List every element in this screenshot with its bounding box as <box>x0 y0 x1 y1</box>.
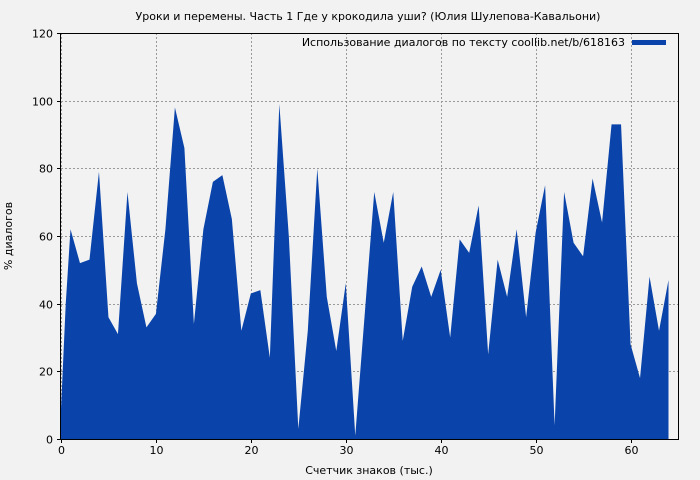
y-tick-label: 0 <box>46 434 53 447</box>
ticks: 0 10 20 30 40 50 60 0 20 40 60 80 100 120 <box>32 28 639 458</box>
series-area <box>61 104 669 440</box>
y-tick-label: 120 <box>32 28 53 41</box>
y-tick-label: 100 <box>32 96 53 109</box>
x-tick-label: 20 <box>245 444 259 457</box>
y-tick-label: 40 <box>39 299 53 312</box>
y-tick-label: 60 <box>39 231 53 244</box>
x-tick-label: 60 <box>625 444 639 457</box>
y-tick-label: 20 <box>39 366 53 379</box>
x-tick-label: 0 <box>58 444 65 457</box>
x-axis-label: Счетчик знаков (тыс.) <box>305 464 433 477</box>
legend: Использование диалогов по тексту coollib… <box>302 36 666 49</box>
x-tick-label: 50 <box>530 444 544 457</box>
area-layer <box>61 104 669 440</box>
chart-title: Уроки и перемены. Часть 1 Где у крокодил… <box>136 10 601 23</box>
y-tick-label: 80 <box>39 163 53 176</box>
x-tick-label: 30 <box>340 444 354 457</box>
y-axis-label: % диалогов <box>2 202 15 270</box>
x-tick-label: 10 <box>150 444 164 457</box>
legend-swatch <box>632 40 666 45</box>
x-tick-label: 40 <box>435 444 449 457</box>
legend-label: Использование диалогов по тексту coollib… <box>302 36 625 49</box>
